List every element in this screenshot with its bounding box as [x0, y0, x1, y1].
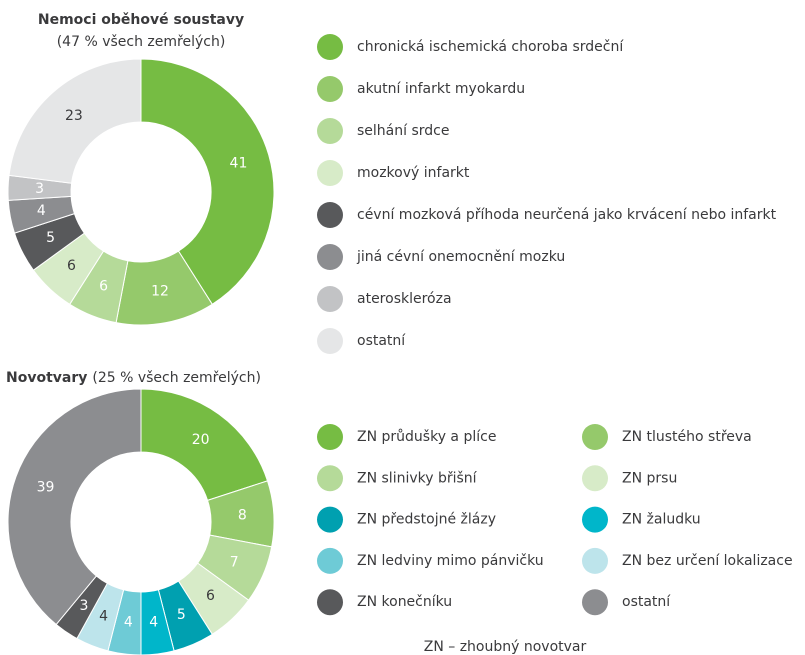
data-label: 4: [37, 203, 46, 219]
legend-swatch: [582, 547, 608, 574]
chart-subtitle: (25 % všech zemřelých): [92, 370, 261, 386]
data-label: 5: [177, 607, 186, 623]
legend-label: ZN průdušky a plíce: [357, 429, 496, 445]
legend-swatch: [317, 34, 343, 60]
legend-label: ZN bez určení lokalizace: [622, 553, 793, 569]
data-label: 20: [192, 432, 210, 448]
donut-segment: [140, 388, 269, 501]
chart-title: Nemoci oběhové soustavy: [38, 12, 244, 28]
legend-swatch: [317, 202, 343, 228]
legend-swatch: [582, 589, 608, 616]
data-label: 3: [79, 598, 88, 614]
legend-label: cévní mozková příhoda neurčená jako krvá…: [357, 207, 777, 223]
legend-label: ostatní: [357, 333, 406, 349]
legend-label: ZN tlustého střeva: [622, 429, 752, 445]
legend-label: ZN prsu: [622, 470, 677, 486]
legend-label: ostatní: [622, 594, 671, 610]
legend-swatch: [317, 76, 343, 102]
data-label: 4: [149, 615, 158, 631]
legend-swatch: [582, 465, 608, 492]
chart-title: Novotvary: [6, 370, 87, 386]
legend-swatch: [317, 286, 343, 312]
legend-swatch: [317, 424, 343, 450]
legend-swatch: [317, 547, 343, 574]
legend-label: mozkový infarkt: [357, 165, 470, 181]
data-label: 4: [99, 608, 108, 624]
chart-subtitle: (47 % všech zemřelých): [57, 34, 226, 50]
data-label: 41: [230, 156, 248, 172]
legend-swatch: [317, 244, 343, 270]
data-label: 5: [46, 230, 55, 246]
data-label: 23: [65, 108, 83, 124]
legend-swatch: [317, 589, 343, 616]
annotation: ZN – zhoubný novotvar: [424, 639, 587, 655]
data-label: 6: [206, 588, 215, 604]
legend-label: ZN předstojné žlázy: [357, 512, 496, 528]
legend-swatch: [582, 424, 608, 450]
donut-segment: [8, 58, 142, 184]
legend-label: akutní infarkt myokardu: [357, 81, 525, 97]
data-label: 7: [230, 554, 239, 570]
legend-swatch: [582, 506, 608, 533]
chart-title-line: Novotvary (25 % všech zemřelých): [6, 370, 261, 386]
legend-label: ZN ledviny mimo pánvičku: [357, 553, 544, 569]
data-label: 8: [238, 508, 247, 524]
legend-swatch: [317, 118, 343, 144]
donut-segment: [7, 388, 142, 626]
data-label: 6: [99, 278, 108, 294]
legend-swatch: [317, 160, 343, 186]
data-label: 4: [124, 615, 133, 631]
data-label: 3: [35, 181, 44, 197]
legend-label: ZN žaludku: [622, 512, 701, 528]
legend-label: chronická ischemická choroba srdeční: [357, 39, 624, 55]
data-label: 6: [67, 258, 76, 274]
legend-swatch: [317, 465, 343, 492]
legend-label: ZN slinivky břišní: [357, 470, 478, 486]
legend-swatch: [317, 328, 343, 354]
donut-segment: [140, 58, 275, 305]
legend-label: ZN konečníku: [357, 594, 452, 610]
data-label: 39: [37, 480, 55, 496]
legend-label: ateroskleróza: [357, 291, 452, 307]
legend-swatch: [317, 506, 343, 533]
legend-label: jiná cévní onemocnění mozku: [356, 249, 565, 265]
legend-label: selhání srdce: [357, 123, 449, 139]
data-label: 12: [151, 284, 169, 300]
